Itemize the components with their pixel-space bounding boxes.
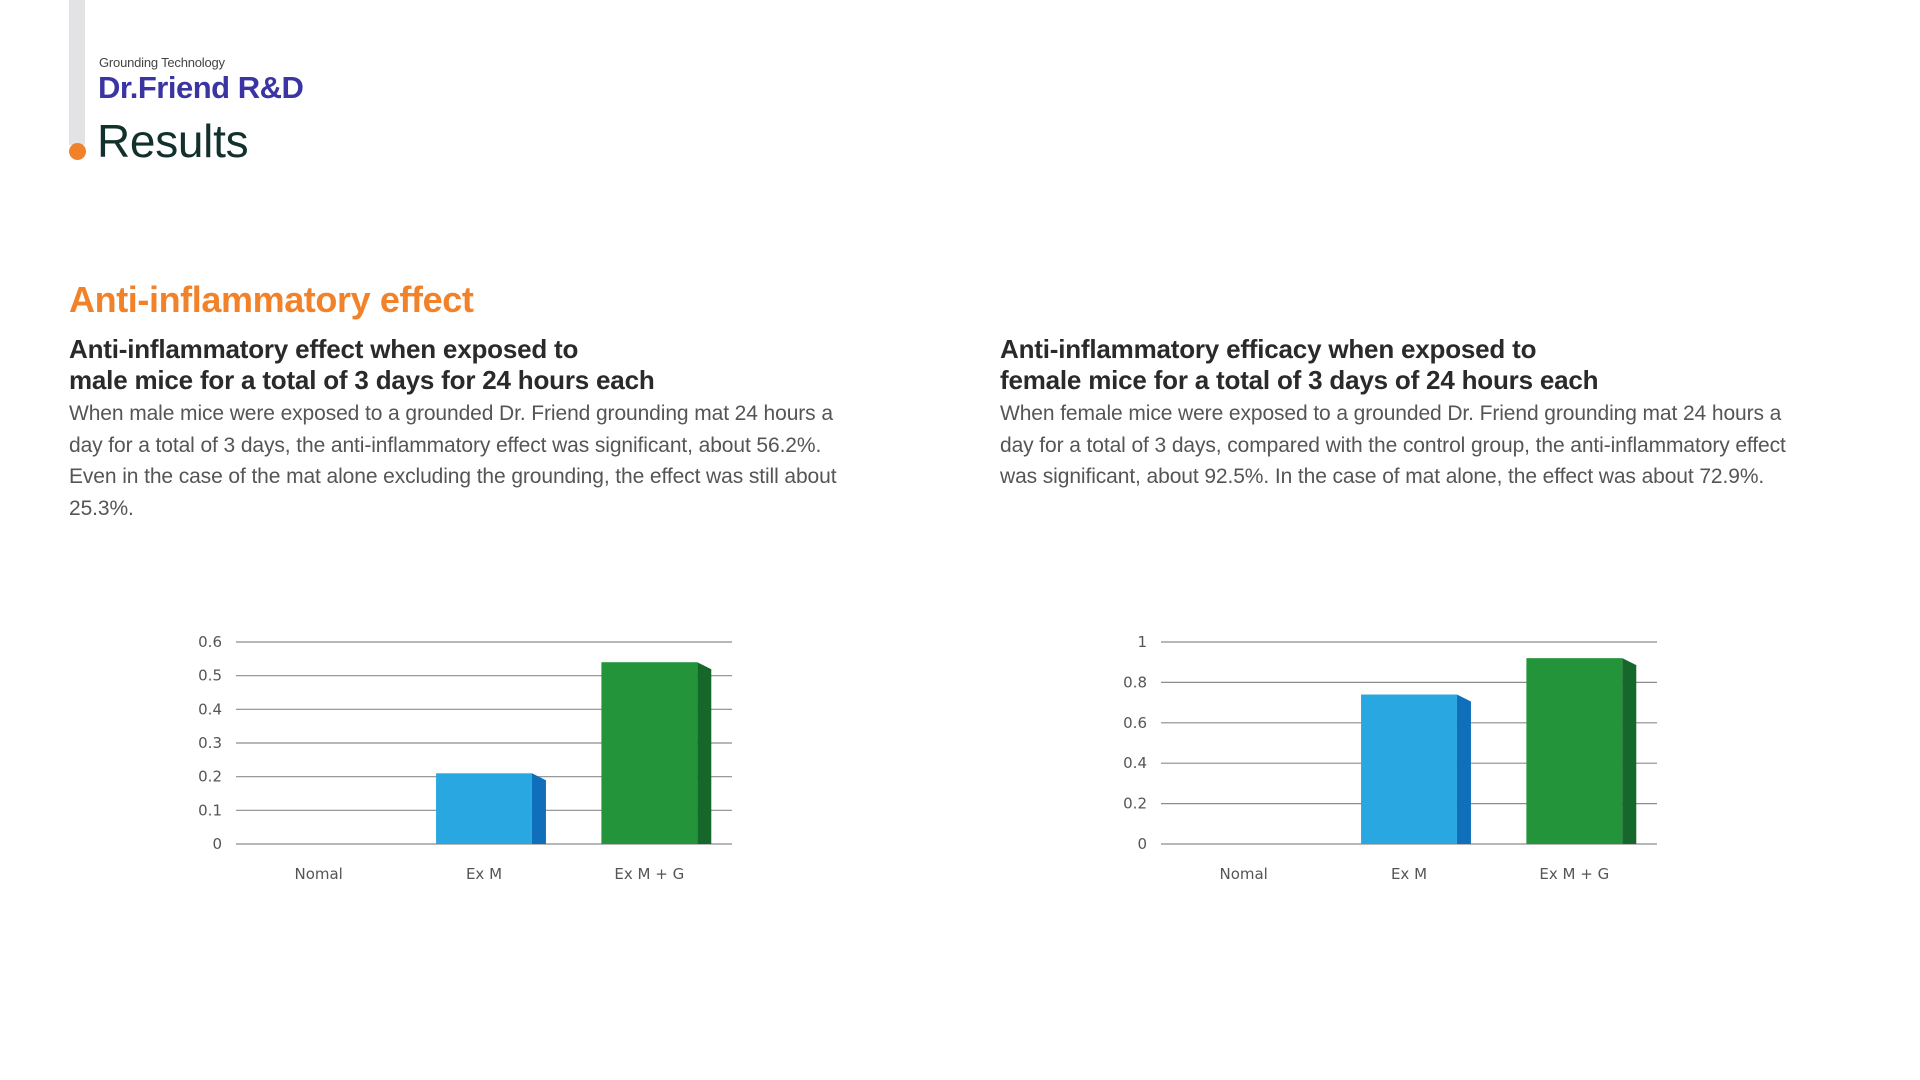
y-tick-label: 0.3 <box>198 734 222 752</box>
y-tick-label: 0.5 <box>198 667 222 685</box>
x-category-label: Nomal <box>294 865 342 883</box>
x-category-label: Nomal <box>1219 865 1267 883</box>
x-category-label: Ex M <box>1391 865 1427 883</box>
brand-title: Dr.Friend R&D <box>98 70 304 105</box>
bar-side <box>531 773 546 844</box>
female-heading-line-1: Anti-inflammatory efficacy when exposed … <box>1000 334 1537 364</box>
female-panel-heading: Anti-inflammatory efficacy when exposed … <box>1000 334 1790 396</box>
male-panel-heading: Anti-inflammatory effect when exposed to… <box>69 334 869 396</box>
bar-side <box>1456 694 1471 844</box>
y-tick-label: 0.2 <box>198 768 222 786</box>
page-title: Results <box>97 115 249 167</box>
eyebrow-text: Grounding Technology <box>99 55 225 70</box>
bar-side <box>697 662 712 844</box>
male-chart-svg: 0 0.1 0.2 0.3 0.4 0.5 0.6 Nomal Ex M Ex M + G <box>198 633 732 883</box>
female-chart-svg: 0 0.2 0.4 0.6 0.8 1 Nomal Ex M Ex M + G <box>1123 633 1657 883</box>
bar <box>601 662 698 844</box>
male-heading-line-2: male mice for a total of 3 days for 24 h… <box>69 365 655 395</box>
y-tick-label: 0.4 <box>198 700 222 718</box>
bar-side <box>1622 658 1637 844</box>
x-category-label: Ex M + G <box>1539 865 1609 883</box>
bar <box>1526 658 1623 844</box>
male-panel-body: When male mice were exposed to a grounde… <box>69 402 837 520</box>
female-heading-line-2: female mice for a total of 3 days of 24 … <box>1000 365 1599 395</box>
female-panel-body: When female mice were exposed to a groun… <box>1000 402 1786 488</box>
y-tick-label: 0.1 <box>198 801 222 819</box>
female-mice-panel: Anti-inflammatory efficacy when exposed … <box>1000 334 1790 493</box>
y-tick-label: 0.6 <box>1123 714 1147 732</box>
male-mice-chart: 0 0.1 0.2 0.3 0.4 0.5 0.6 Nomal Ex M Ex M + G <box>150 620 770 900</box>
section-title: Anti-inflammatory effect <box>69 279 474 320</box>
y-tick-label: 0 <box>1137 835 1147 853</box>
y-tick-label: 0.8 <box>1123 673 1147 691</box>
title-bullet-dot <box>69 143 86 160</box>
male-heading-line-1: Anti-inflammatory effect when exposed to <box>69 334 579 364</box>
bar <box>436 773 532 844</box>
y-tick-label: 0.2 <box>1123 795 1147 813</box>
male-mice-panel: Anti-inflammatory effect when exposed to… <box>69 334 869 524</box>
bar <box>1361 694 1457 844</box>
header-accent-bar <box>69 0 85 145</box>
x-category-label: Ex M + G <box>614 865 684 883</box>
y-tick-label: 0.4 <box>1123 754 1147 772</box>
female-mice-chart: 0 0.2 0.4 0.6 0.8 1 Nomal Ex M Ex M + G <box>1075 620 1695 900</box>
x-category-label: Ex M <box>466 865 502 883</box>
y-tick-label: 0 <box>212 835 222 853</box>
y-tick-label: 0.6 <box>198 633 222 651</box>
y-tick-label: 1 <box>1137 633 1147 651</box>
